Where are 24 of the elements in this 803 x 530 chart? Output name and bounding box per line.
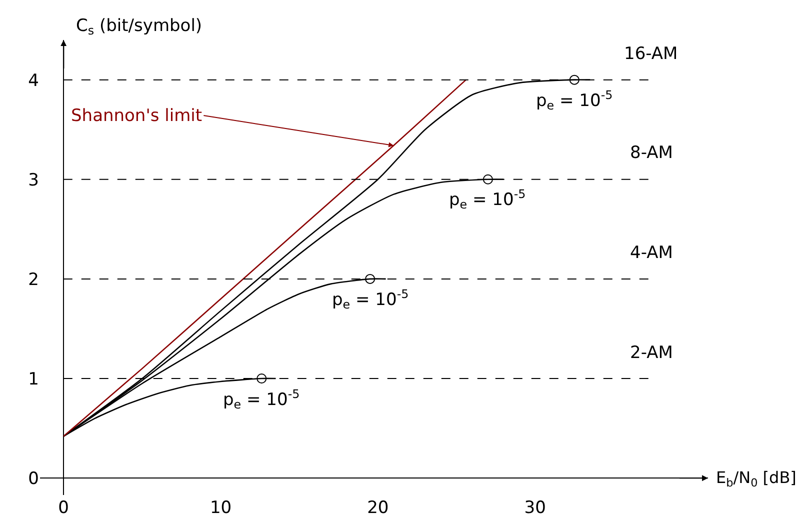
x-tick-label: 20 <box>367 498 389 518</box>
point <box>482 174 493 184</box>
ref-line-label: 16-AM <box>624 44 678 64</box>
y-axis-title: C$_{s}$ (bit/symbol) <box>76 16 202 38</box>
x-axis-title: E$_{b}$/N$_{0}$ [dB] <box>716 468 796 490</box>
y-tick-label: 4 <box>28 70 39 91</box>
x-tick-label: 10 <box>210 498 232 518</box>
y-tick-label: 2 <box>28 270 39 290</box>
ref-line-label: 2-AM <box>630 343 673 363</box>
annotation: p$_{e}$ = 10$^{-5}$ <box>449 187 526 212</box>
point <box>256 374 267 384</box>
point <box>365 274 376 284</box>
annotation: p$_{e}$ = 10$^{-5}$ <box>332 287 409 312</box>
annotation: p$_{e}$ = 10$^{-5}$ <box>223 387 300 412</box>
ref-line-label: 4-AM <box>630 243 673 263</box>
annotation: p$_{e}$ = 10$^{-5}$ <box>536 88 613 113</box>
x-tick-label: 30 <box>524 498 546 518</box>
text: Shannon's limit <box>71 106 202 126</box>
y-tick-label: 1 <box>28 369 39 390</box>
y-tick-label: 0 <box>28 469 39 490</box>
point <box>569 74 580 85</box>
y-tick-label: 3 <box>28 170 39 190</box>
ref-line-label: 8-AM <box>630 143 673 163</box>
x-tick-label: 0 <box>58 498 69 518</box>
